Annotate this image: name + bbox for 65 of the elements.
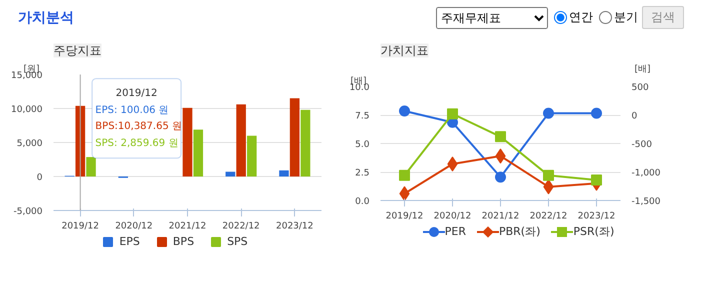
x-tick-label: 2019/12 [386, 212, 424, 222]
text: 연간 [568, 9, 593, 26]
annotation: EPS: 100.06 원 [95, 104, 169, 116]
point [591, 174, 602, 186]
x-tick-label: 2023/12 [578, 212, 616, 222]
text: 분기 [613, 9, 638, 26]
x-tick-label: 2020/12 [434, 212, 472, 222]
legend-label: PSR(좌) [573, 224, 614, 240]
y-tick-label: 0 [36, 173, 43, 183]
point [543, 170, 554, 181]
chart-title: 주당지표 [54, 44, 102, 58]
legend-label: BPS [172, 234, 194, 250]
x-tick-label: 2020/12 [115, 222, 153, 232]
bar [182, 108, 192, 176]
bar [226, 172, 236, 176]
y-tick-label: 2.5 [355, 168, 370, 178]
y2-tick-label: -500 [632, 140, 652, 150]
legend-label: EPS [119, 234, 140, 250]
x-tick-label: 2022/12 [222, 222, 260, 232]
text: 가치분석 [18, 9, 74, 28]
point [447, 108, 458, 120]
legend-label: PER [444, 224, 466, 240]
point [495, 131, 506, 142]
y-tick-label: 10.0 [349, 83, 370, 93]
point [591, 108, 602, 119]
y-tick-label: -5,000 [13, 207, 43, 217]
point [399, 186, 410, 200]
point [447, 156, 458, 172]
legend-label: SPS [227, 234, 248, 250]
bar [193, 130, 204, 176]
point [399, 170, 410, 181]
x-tick-label: 2022/12 [530, 212, 568, 222]
y2-tick-label: 500 [632, 83, 649, 93]
text: 주재무제표 [436, 6, 548, 29]
bar [86, 157, 96, 176]
y-tick-label: 15,000 [11, 71, 43, 81]
y-tick-label: 0.0 [355, 197, 370, 207]
y-tick-label: 10,000 [11, 105, 43, 115]
y-tick-label: 7.5 [355, 112, 370, 122]
point [495, 148, 506, 164]
point [543, 108, 554, 119]
x-tick-label: 2019/12 [62, 222, 99, 232]
bar [236, 104, 246, 176]
x-tick-label: 2023/12 [276, 222, 314, 232]
bar [246, 136, 257, 176]
annotation: 2019/12 [116, 88, 158, 100]
x-tick-label: 2021/12 [482, 212, 520, 222]
legend-label: PBR(좌) [498, 224, 540, 240]
y2-axis-title: [배] [634, 64, 651, 74]
annotation: SPS: 2,859.69 원 [95, 138, 178, 149]
point [495, 172, 506, 183]
bar [290, 98, 300, 176]
y-tick-label: 5,000 [16, 139, 43, 149]
x-tick-label: 2021/12 [168, 222, 206, 232]
point [543, 179, 554, 194]
y2-tick-label: 0 [632, 112, 638, 122]
annotation: BPS:10,387.65 원 [95, 121, 182, 132]
point [399, 106, 410, 116]
y-tick-label: 5.0 [355, 140, 370, 150]
text: 검색 [642, 6, 684, 30]
y2-tick-label: -1,000 [632, 168, 661, 178]
bar [300, 110, 310, 176]
y2-tick-label: -1,500 [632, 197, 661, 207]
bar [279, 170, 289, 176]
chart-title: 가치지표 [380, 44, 428, 58]
